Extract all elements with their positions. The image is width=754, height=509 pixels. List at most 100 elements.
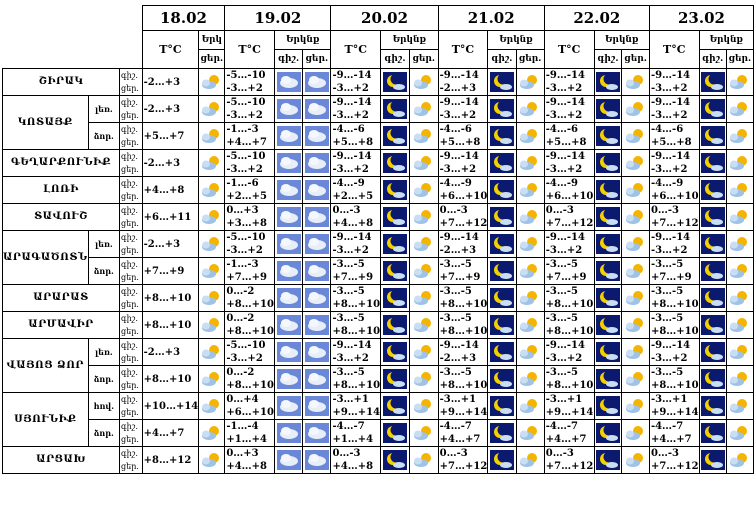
temp-value: -9…-14 -2…+3 xyxy=(439,70,479,94)
temp-cell: 0…-3 +7…+12 xyxy=(437,446,489,474)
weather-night-cell xyxy=(487,68,517,96)
weather-night-cell xyxy=(593,419,623,447)
daynight-labels: գիշ. ցեր. xyxy=(119,257,143,285)
moon-night-icon xyxy=(595,423,620,443)
moon-night-icon xyxy=(489,342,514,362)
weather-cell xyxy=(198,392,226,420)
day-header: ցեր. xyxy=(302,49,332,69)
temp-cell: 0…-3 +7…+12 xyxy=(543,203,595,231)
daynight-labels: գիշ. ցեր. xyxy=(119,365,143,393)
sun-cloud-icon xyxy=(520,210,538,224)
temp-value: -9…-14 -3…+2 xyxy=(332,151,372,175)
cloudy-icon xyxy=(276,450,301,470)
weather-night-cell xyxy=(698,311,727,339)
temp-value: 0…-3 +4…+8 xyxy=(332,448,374,472)
weather-night-cell xyxy=(698,122,727,150)
sun-cloud-icon xyxy=(201,372,219,386)
temp-cell: -9…-14 -2…+3 xyxy=(437,338,489,366)
weather-night-cell xyxy=(698,257,727,285)
temp-value: -3…-5 +8…+10 xyxy=(439,286,488,310)
temp-value: -9…-14 -3…+2 xyxy=(332,232,372,256)
temp-cell: -9…-14 -3…+2 xyxy=(648,338,700,366)
weather-night-cell xyxy=(273,257,304,285)
weather-night-cell xyxy=(593,284,623,312)
weather-night-cell xyxy=(380,446,410,474)
weather-night-cell xyxy=(380,68,410,96)
cloudy-icon xyxy=(304,342,329,362)
weather-day-cell xyxy=(725,122,754,150)
weather-day-cell xyxy=(725,203,754,231)
sun-cloud-icon xyxy=(520,345,538,359)
temp-value: 0…-3 +4…+8 xyxy=(332,205,374,229)
weather-day-cell xyxy=(621,446,650,474)
daynight-labels: գիշ. ցեր. xyxy=(119,446,143,474)
weather-night-cell xyxy=(487,122,517,150)
temp-cell: 0…-3 +4…+8 xyxy=(330,203,382,231)
weather-day-cell xyxy=(725,365,754,393)
weather-night-cell xyxy=(487,365,517,393)
temp-cell: -5…-10 -3…+2 xyxy=(224,149,275,177)
sun-cloud-icon xyxy=(729,102,747,116)
weather-night-cell xyxy=(593,95,623,123)
region-name: ԱՐՑԱԽ xyxy=(1,446,121,474)
day-header: ցեր. xyxy=(725,49,754,69)
sun-cloud-icon xyxy=(413,237,431,251)
weather-night-cell xyxy=(273,203,304,231)
moon-night-icon xyxy=(489,423,514,443)
weather-day-cell xyxy=(302,311,332,339)
temp-cell: -4…-6 +5…+8 xyxy=(437,122,489,150)
cloudy-icon xyxy=(276,153,301,173)
temp-value: -9…-14 -2…+3 xyxy=(439,340,479,364)
weather-day-cell xyxy=(725,284,754,312)
daynight-labels: գիշ. ցեր. xyxy=(119,284,143,312)
night-label: գիշ. xyxy=(121,341,138,350)
temp-value: -9…-14 -3…+2 xyxy=(332,70,372,94)
region-row: ՇԻՐԱԿ գիշ. ցեր. -2…+3 -5…-10 -3…+2 -9…-14 -3…… xyxy=(1,68,754,96)
weather-day-cell xyxy=(725,419,754,447)
weather-day-cell xyxy=(725,446,754,474)
moon-night-icon xyxy=(382,72,407,92)
sun-cloud-icon xyxy=(413,399,431,413)
weather-day-cell xyxy=(408,392,439,420)
weather-day-cell xyxy=(725,230,754,258)
day-header: ցեր. xyxy=(198,49,226,69)
moon-night-icon xyxy=(700,369,725,389)
sun-cloud-icon xyxy=(625,372,643,386)
day-label: ցեր. xyxy=(121,273,139,282)
night-label: գիշ. xyxy=(121,233,138,242)
temp-cell: -5…-10 -3…+2 xyxy=(224,338,275,366)
sun-cloud-icon xyxy=(520,237,538,251)
temp-header: T°C xyxy=(224,30,275,69)
temp-cell: -9…-14 -3…+2 xyxy=(330,230,382,258)
temp-cell: -3…-5 +7…+9 xyxy=(330,257,382,285)
cloudy-icon xyxy=(304,450,329,470)
moon-night-icon xyxy=(489,153,514,173)
cloud-header: Երկնք xyxy=(593,30,650,50)
weather-night-cell xyxy=(593,257,623,285)
weather-night-cell xyxy=(273,176,304,204)
moon-night-icon xyxy=(489,126,514,146)
sun-cloud-icon xyxy=(625,156,643,170)
cloudy-icon xyxy=(276,315,301,335)
date-header: 21.02 xyxy=(437,5,545,31)
weather-night-cell xyxy=(698,95,727,123)
sun-cloud-icon xyxy=(729,318,747,332)
moon-night-icon xyxy=(489,180,514,200)
sun-cloud-icon xyxy=(413,345,431,359)
region-row: ՍՅՈՒՆԻՔ հով. գիշ. ցեր. +10…+14 0…+4 +6…+10 -3…… xyxy=(2,392,754,447)
weather-night-cell xyxy=(593,338,623,366)
forecast-table: 18.02 19.02 20.02 21.02 22.02 23.02 T°C Երկ T°C Ե… xyxy=(1,5,754,474)
sun-cloud-icon xyxy=(201,264,219,278)
temp-value: -4…-6 +5…+8 xyxy=(332,124,374,148)
cloudy-icon xyxy=(304,288,329,308)
moon-night-icon xyxy=(382,261,407,281)
night-label: գիշ. xyxy=(121,287,138,296)
cloudy-icon xyxy=(276,180,301,200)
temp-value: 0…-3 +7…+12 xyxy=(545,205,594,229)
temp-value: -9…-14 -3…+2 xyxy=(545,151,585,175)
night-header: գիշ. xyxy=(487,49,517,69)
day-label: ցեր. xyxy=(121,300,139,309)
temp-cell: -9…-14 -3…+2 xyxy=(330,95,382,123)
cloud-header: Երկ xyxy=(198,30,226,50)
temp-cell: -2…+3 xyxy=(141,149,200,177)
